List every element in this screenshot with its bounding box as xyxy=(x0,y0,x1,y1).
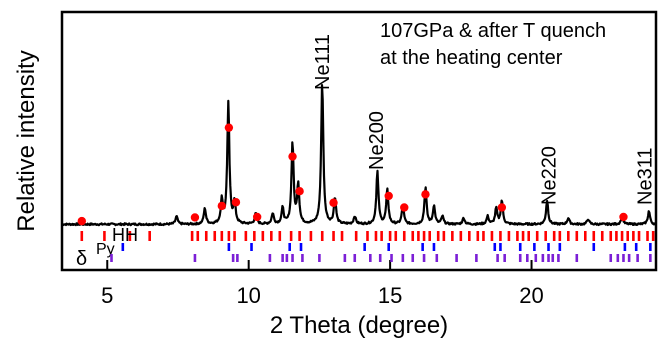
peak-marker-0 xyxy=(77,216,87,226)
peak-marker-5 xyxy=(252,212,262,222)
x-tick-label-2: 15 xyxy=(378,283,402,308)
peak-marker-9 xyxy=(384,191,393,201)
peak-marker-12 xyxy=(497,203,507,212)
y-axis-label: Relative intensity xyxy=(13,50,40,231)
x-axis-label: 2 Theta (degree) xyxy=(270,312,448,339)
peak-marker-2 xyxy=(217,201,227,211)
peak-marker-1 xyxy=(190,213,200,222)
peak-label-0: Ne111 xyxy=(312,34,334,90)
phase-label-2: δ xyxy=(76,248,87,270)
plot-frame xyxy=(60,10,658,272)
peak-marker-8 xyxy=(329,198,338,207)
peak-marker-7 xyxy=(295,187,304,196)
annotation-line-1: 107GPa & after T quench xyxy=(380,20,606,42)
phase-label-1: Py xyxy=(96,241,115,258)
x-tick-label-0: 5 xyxy=(101,283,113,308)
peak-label-1: Ne200 xyxy=(366,111,388,170)
peak-marker-13 xyxy=(619,212,628,222)
peak-marker-10 xyxy=(400,203,409,212)
peak-marker-11 xyxy=(421,190,430,199)
annotation-line-2: at the heating center xyxy=(380,47,563,69)
peak-marker-4 xyxy=(231,198,241,207)
x-tick-label-3: 20 xyxy=(519,283,543,308)
peak-marker-3 xyxy=(224,123,234,132)
peak-marker-6 xyxy=(288,152,297,161)
phase-label-0: HH xyxy=(112,225,138,245)
x-tick-label-1: 10 xyxy=(236,283,260,308)
peak-label-3: Ne311 xyxy=(635,148,657,205)
pattern-line xyxy=(61,84,657,227)
peak-label-2: Ne220 xyxy=(539,146,561,205)
